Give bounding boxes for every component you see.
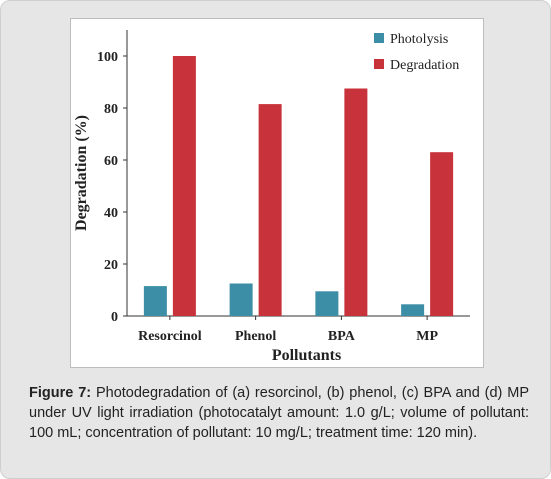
chart-bars [143,56,454,316]
chart-legend: Photolysis Degradation [374,32,459,73]
legend-swatch [374,59,384,69]
photolysis-bar-bpa [315,291,339,316]
legend-swatch [374,33,384,43]
bar-chart: 0 20 40 60 80 100 Degradation (%) Resorcinol Phe… [73,30,470,364]
caption-text: Photodegradation of (a) resorcinol, (b) … [29,385,529,441]
legend-label: Degradation [390,58,459,73]
photolysis-bar-resorcinol [143,286,167,316]
x-axis-title: Pollutants [272,347,341,364]
photolysis-bar-phenol [229,283,253,316]
x-tick-label: MP [416,329,438,344]
y-tick-label: 80 [104,102,118,117]
legend-label: Photolysis [390,32,448,47]
degradation-bar-mp [430,152,454,316]
y-tick-label: 60 [104,154,118,169]
degradation-bar-resorcinol [172,56,196,316]
chart-labels: 0 20 40 60 80 100 Degradation (%) Resorcinol Phe… [73,50,438,364]
degradation-bar-bpa [344,88,368,316]
photolysis-bar-mp [401,304,425,316]
figure-caption: Figure 7: Photodegradation of (a) resorc… [29,383,529,443]
x-tick-label: Phenol [235,329,276,344]
x-tick-label: Resorcinol [138,329,202,344]
y-tick-label: 20 [104,258,118,273]
degradation-bar-phenol [258,104,282,316]
y-axis-title: Degradation (%) [73,115,90,231]
y-tick-label: 0 [111,310,118,325]
y-tick-label: 100 [97,50,118,65]
caption-label: Figure 7: [29,385,92,401]
y-tick-label: 40 [104,206,118,221]
x-tick-label: BPA [328,329,356,344]
